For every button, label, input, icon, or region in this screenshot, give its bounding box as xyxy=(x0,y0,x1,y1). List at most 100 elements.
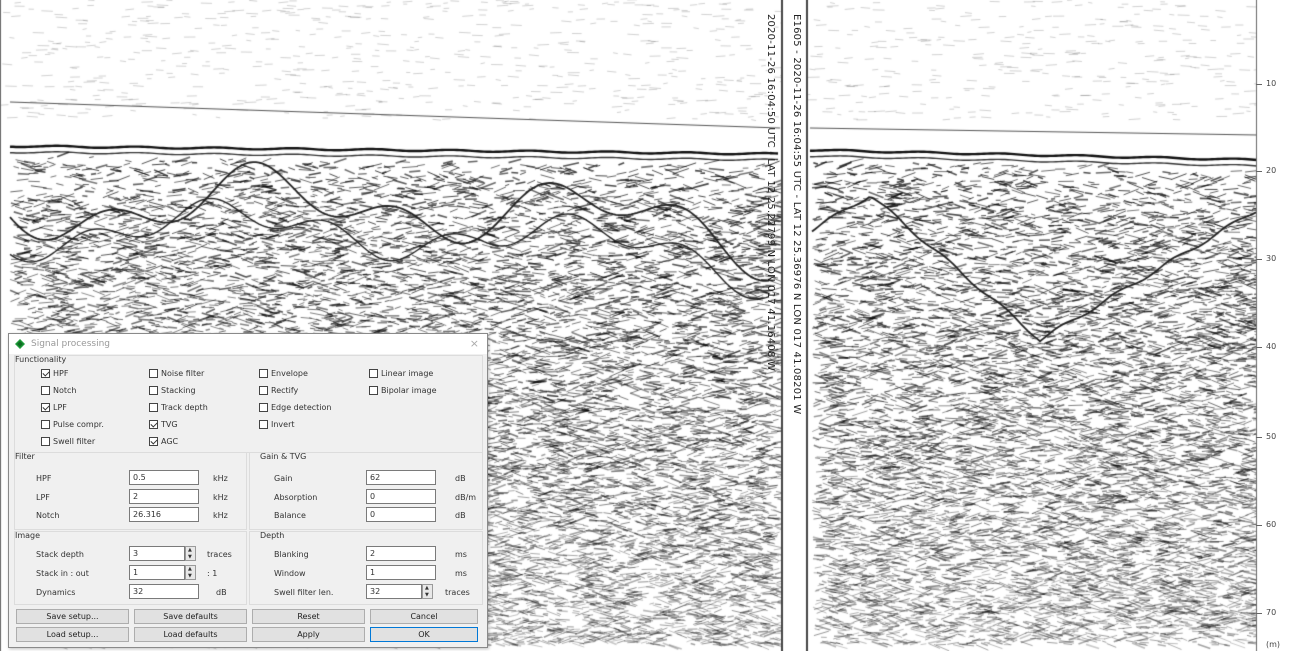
swell-filter-len-spinner[interactable]: ▲ ▼ xyxy=(422,584,433,599)
checkbox-box[interactable] xyxy=(41,402,50,412)
checkbox-box[interactable] xyxy=(149,436,158,446)
hpf-field[interactable]: 0.5 xyxy=(129,470,199,485)
checkbox-noise-filter[interactable]: Noise filter xyxy=(149,367,204,379)
checkbox-label: Linear image xyxy=(381,368,434,378)
gain-unit: dB xyxy=(455,474,466,483)
cancel-button[interactable]: Cancel xyxy=(370,609,478,624)
hpf-unit: kHz xyxy=(213,474,228,483)
checkbox-stacking[interactable]: Stacking xyxy=(149,384,196,396)
dialog-titlebar[interactable]: Signal processing × xyxy=(9,334,487,354)
dynamics-field[interactable]: 32 xyxy=(129,584,199,599)
checkbox-box[interactable] xyxy=(41,385,50,395)
close-icon[interactable]: × xyxy=(469,337,479,350)
checkbox-edge-detection[interactable]: Edge detection xyxy=(259,401,331,413)
gain-field[interactable]: 62 xyxy=(366,470,436,485)
checkbox-label: AGC xyxy=(161,436,179,446)
checkbox-bipolar-image[interactable]: Bipolar image xyxy=(369,384,437,396)
depth-tick-mark xyxy=(1256,525,1262,526)
checkbox-box[interactable] xyxy=(149,402,158,412)
swell-filter-len-label: Swell filter len. xyxy=(274,588,334,597)
lpf-field[interactable]: 2 xyxy=(129,489,199,504)
depth-group xyxy=(249,531,483,605)
checkbox-pulse-compr[interactable]: Pulse compr. xyxy=(41,418,104,430)
checkbox-box[interactable] xyxy=(259,385,268,395)
checkbox-invert[interactable]: Invert xyxy=(259,418,295,430)
checkbox-label: Edge detection xyxy=(271,402,332,412)
checkbox-rectify[interactable]: Rectify xyxy=(259,384,298,396)
stack-in-out-spinner[interactable]: ▲ ▼ xyxy=(185,565,196,580)
checkbox-track-depth[interactable]: Track depth xyxy=(149,401,208,413)
load-setup-button[interactable]: Load setup... xyxy=(16,627,129,642)
dynamics-label: Dynamics xyxy=(36,588,76,597)
notch-unit: kHz xyxy=(213,511,228,520)
balance-unit: dB xyxy=(455,511,466,520)
checkbox-tvg[interactable]: TVG xyxy=(149,418,178,430)
checkbox-box[interactable] xyxy=(369,368,378,378)
checkbox-agc[interactable]: AGC xyxy=(149,435,178,447)
swell-filter-len-field[interactable]: 32 xyxy=(366,584,422,599)
depth-tick-mark xyxy=(1256,84,1262,85)
checkbox-box[interactable] xyxy=(41,436,50,446)
spin-up-icon[interactable]: ▲ xyxy=(425,585,429,591)
checkbox-lpf[interactable]: LPF xyxy=(41,401,67,413)
notch-label: Notch xyxy=(36,511,60,520)
checkbox-box[interactable] xyxy=(369,385,378,395)
depth-tick-label: 30 xyxy=(1266,254,1277,263)
checkbox-label: Bipolar image xyxy=(381,385,437,395)
signal-processing-dialog: Signal processing × Functionality HPF No… xyxy=(8,333,488,648)
checkbox-notch[interactable]: Notch xyxy=(41,384,76,396)
checkbox-box[interactable] xyxy=(41,419,50,429)
stack-depth-field[interactable]: 3 xyxy=(129,546,185,561)
image-group-title: Image xyxy=(15,531,41,540)
checkbox-box[interactable] xyxy=(259,368,268,378)
blanking-field[interactable]: 2 xyxy=(366,546,436,561)
spin-down-icon[interactable]: ▼ xyxy=(188,573,192,579)
checkbox-label: Noise filter xyxy=(161,368,205,378)
checkbox-box[interactable] xyxy=(149,419,158,429)
checkbox-label: Rectify xyxy=(271,385,299,395)
spin-down-icon[interactable]: ▼ xyxy=(188,554,192,560)
checkbox-label: HPF xyxy=(53,368,69,378)
dynamics-unit: dB xyxy=(216,588,227,597)
checkbox-box[interactable] xyxy=(259,402,268,412)
image-group xyxy=(14,531,247,605)
trace-annotation-left: 2020-11-26 16:04:50 UTC - LAT 12 25.2279… xyxy=(765,14,776,371)
checkbox-label: Envelope xyxy=(271,368,308,378)
functionality-group-title: Functionality xyxy=(15,355,67,364)
checkbox-box[interactable] xyxy=(41,368,50,378)
blanking-label: Blanking xyxy=(274,550,309,559)
stack-in-out-unit: : 1 xyxy=(207,569,218,578)
window-field[interactable]: 1 xyxy=(366,565,436,580)
gain-label: Gain xyxy=(274,474,293,483)
balance-field[interactable]: 0 xyxy=(366,507,436,522)
filter-group-title: Filter xyxy=(15,452,35,461)
checkbox-box[interactable] xyxy=(259,419,268,429)
spin-up-icon[interactable]: ▲ xyxy=(188,547,192,553)
gain-tvg-group-title: Gain & TVG xyxy=(260,452,307,461)
depth-tick-mark xyxy=(1256,171,1262,172)
apply-button[interactable]: Apply xyxy=(252,627,365,642)
stack-in-out-field[interactable]: 1 xyxy=(129,565,185,580)
checkbox-label: Track depth xyxy=(161,402,208,412)
save-setup-button[interactable]: Save setup... xyxy=(16,609,129,624)
spin-down-icon[interactable]: ▼ xyxy=(425,592,429,598)
stack-depth-spinner[interactable]: ▲ ▼ xyxy=(185,546,196,561)
save-defaults-button[interactable]: Save defaults xyxy=(134,609,247,624)
checkbox-linear-image[interactable]: Linear image xyxy=(369,367,433,379)
app-diamond-icon xyxy=(15,339,25,349)
lpf-unit: kHz xyxy=(213,493,228,502)
absorption-unit: dB/m xyxy=(455,493,477,502)
spin-up-icon[interactable]: ▲ xyxy=(188,566,192,572)
checkbox-swell-filter[interactable]: Swell filter xyxy=(41,435,95,447)
checkbox-envelope[interactable]: Envelope xyxy=(259,367,308,379)
functionality-group xyxy=(14,355,483,453)
absorption-field[interactable]: 0 xyxy=(366,489,436,504)
notch-field[interactable]: 26.316 xyxy=(129,507,199,522)
stack-in-out-label: Stack in : out xyxy=(36,569,89,578)
reset-button[interactable]: Reset xyxy=(252,609,365,624)
load-defaults-button[interactable]: Load defaults xyxy=(134,627,247,642)
checkbox-box[interactable] xyxy=(149,368,158,378)
ok-button[interactable]: OK xyxy=(370,627,478,642)
checkbox-box[interactable] xyxy=(149,385,158,395)
checkbox-hpf[interactable]: HPF xyxy=(41,367,68,379)
